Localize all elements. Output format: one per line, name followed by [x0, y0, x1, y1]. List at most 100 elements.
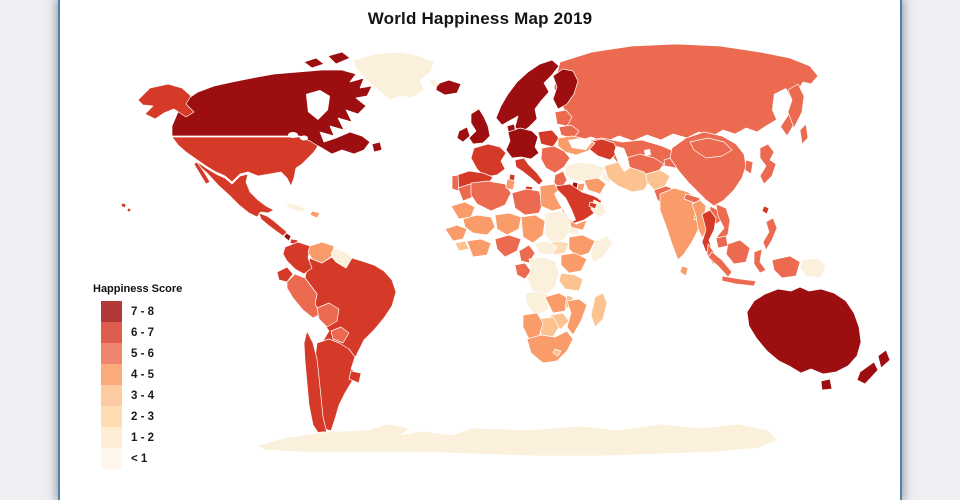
country-thailand[interactable] [701, 209, 717, 253]
country-canada[interactable] [371, 141, 383, 153]
country-new-zealand[interactable] [877, 349, 891, 369]
country-united-kingdom[interactable] [468, 108, 491, 145]
country-ireland[interactable] [456, 126, 471, 143]
country-mongolia[interactable] [689, 137, 733, 159]
country-indonesia[interactable] [721, 275, 757, 287]
legend-item: 4 - 5 [93, 364, 182, 385]
country-mexico[interactable] [195, 160, 275, 218]
country-angola[interactable] [524, 290, 552, 316]
country-canada[interactable] [303, 57, 325, 69]
country-taiwan[interactable] [761, 205, 770, 215]
country-turkey[interactable] [564, 161, 606, 183]
country-iraq[interactable] [583, 177, 607, 195]
country-venezuela[interactable] [307, 241, 335, 264]
country-papua-new-guinea[interactable] [799, 257, 827, 279]
country-paraguay[interactable] [330, 326, 350, 344]
country-united-states[interactable] [120, 202, 127, 209]
country-gabon-congo[interactable] [514, 262, 532, 280]
country-costa-rica[interactable] [283, 232, 292, 242]
country-ecuador[interactable] [276, 266, 294, 283]
country-south-korea[interactable] [744, 159, 754, 175]
country-eritrea[interactable] [567, 226, 580, 236]
country-indonesia[interactable] [771, 255, 801, 279]
country-italy[interactable] [514, 157, 544, 186]
legend-item: 6 - 7 [93, 322, 182, 343]
country-australia[interactable] [746, 286, 862, 375]
country-norway-sweden[interactable] [495, 59, 560, 134]
country-russia[interactable] [799, 123, 809, 145]
country-caucasus[interactable] [587, 138, 619, 161]
country-india[interactable] [659, 187, 703, 261]
legend-item: 5 - 6 [93, 343, 182, 364]
sea-of-okhotsk [772, 88, 792, 128]
country-tanzania[interactable] [558, 272, 584, 292]
country-uganda-kenya[interactable] [560, 252, 588, 274]
baltic-sea [538, 98, 554, 122]
country-indonesia[interactable] [753, 248, 767, 274]
country-sri-lanka[interactable] [679, 265, 689, 277]
legend-swatch [101, 406, 122, 427]
chart-card: World Happiness Map 2019 Happiness Score… [58, 0, 902, 500]
country-antarctica[interactable] [255, 423, 779, 457]
country-mozambique[interactable] [566, 298, 588, 336]
country-central-europe[interactable] [505, 127, 540, 160]
country-greenland[interactable] [429, 77, 440, 89]
country-colombia[interactable] [282, 241, 313, 275]
country-bolivia[interactable] [316, 302, 340, 328]
country-new-zealand[interactable] [856, 361, 879, 385]
red-sea [554, 190, 576, 222]
country-japan[interactable] [759, 143, 777, 185]
country-nigeria[interactable] [494, 234, 522, 258]
country-madagascar[interactable] [590, 292, 608, 328]
country-cuba[interactable] [284, 202, 307, 213]
country-united-states[interactable] [126, 207, 132, 213]
country-united-states[interactable] [137, 83, 195, 120]
country-southeast-europe[interactable] [540, 145, 571, 174]
country-poland[interactable] [537, 129, 560, 148]
country-ivory-coast-ghana[interactable] [466, 238, 492, 258]
country-south-africa[interactable] [526, 330, 574, 364]
country-greece[interactable] [553, 170, 568, 190]
country-mali[interactable] [462, 214, 496, 236]
country-somalia[interactable] [590, 235, 614, 264]
legend-swatch [101, 301, 122, 322]
country-finland[interactable] [552, 68, 579, 110]
country-mauritania[interactable] [450, 201, 476, 220]
country-united-states[interactable] [171, 136, 319, 187]
country-canada[interactable] [327, 51, 351, 65]
country-central-america[interactable] [258, 212, 288, 237]
country-sierra-leone-liberia[interactable] [454, 240, 470, 252]
country-chad[interactable] [520, 214, 546, 244]
country-france[interactable] [470, 143, 507, 178]
country-senegal-guinea[interactable] [444, 224, 468, 242]
legend-item: 7 - 8 [93, 301, 182, 322]
country-uruguay[interactable] [348, 370, 362, 384]
country-lesotho[interactable] [552, 348, 562, 357]
country-jordan[interactable] [576, 182, 586, 192]
country-philippines[interactable] [762, 217, 778, 251]
country-hispaniola[interactable] [309, 210, 321, 219]
country-indonesia[interactable] [725, 239, 751, 265]
country-iceland[interactable] [435, 79, 462, 96]
country-ethiopia[interactable] [568, 234, 596, 258]
country-baltics[interactable] [554, 109, 573, 127]
country-guianas[interactable] [330, 247, 353, 269]
legend-label: 1 - 2 [131, 431, 155, 444]
country-russia[interactable] [787, 83, 805, 129]
country-cambodia[interactable] [715, 235, 729, 249]
country-niger[interactable] [494, 212, 522, 236]
country-australia[interactable] [820, 378, 833, 391]
country-tunisia[interactable] [505, 178, 516, 191]
country-belarus[interactable] [558, 124, 580, 140]
country-libya[interactable] [511, 188, 544, 216]
country-mexico[interactable] [193, 161, 211, 185]
legend-label: 5 - 6 [131, 347, 155, 360]
legend-item: 2 - 3 [93, 406, 182, 427]
country-greenland[interactable] [353, 51, 435, 101]
country-dr-congo[interactable] [526, 256, 560, 296]
country-algeria[interactable] [470, 180, 512, 212]
great-lakes-icon [288, 132, 298, 138]
country-central-african-republic[interactable] [534, 240, 558, 256]
country-canada[interactable] [171, 69, 373, 155]
country-uae[interactable] [588, 201, 598, 210]
